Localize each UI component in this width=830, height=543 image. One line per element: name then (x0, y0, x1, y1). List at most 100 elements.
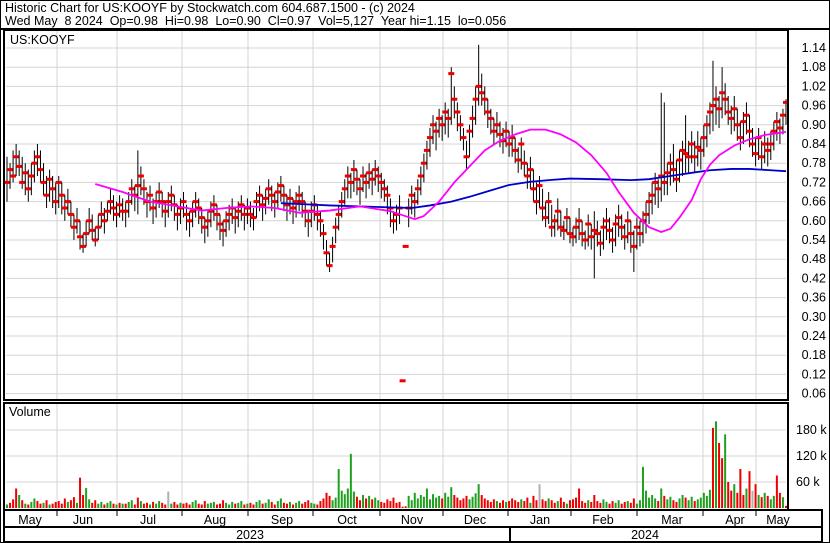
close-tick (646, 200, 653, 204)
close-tick (195, 206, 202, 210)
volume-bar (225, 502, 228, 508)
volume-bar (468, 499, 471, 508)
close-tick (353, 177, 360, 181)
close-tick (207, 209, 214, 213)
close-tick (223, 219, 230, 223)
volume-bar (508, 501, 511, 508)
volume-bar (748, 471, 751, 508)
close-tick (104, 209, 111, 213)
close-tick (128, 187, 135, 191)
volume-bar (9, 502, 12, 508)
close-tick (457, 123, 464, 127)
close-tick (317, 219, 324, 223)
volume-bar (261, 503, 264, 508)
x-axis-month-label: May (766, 513, 790, 527)
close-tick (722, 97, 729, 101)
volume-bar (380, 501, 383, 508)
volume-bar (553, 502, 556, 508)
volume-bar (258, 500, 261, 508)
volume-bar (708, 489, 711, 508)
volume-bar (295, 502, 298, 508)
close-tick (518, 142, 525, 146)
close-tick (40, 180, 47, 184)
close-tick (731, 107, 738, 111)
volume-bar (754, 484, 757, 508)
volume-bar (763, 492, 766, 508)
close-tick (183, 212, 190, 216)
close-tick (469, 116, 476, 120)
close-tick (10, 174, 17, 178)
volume-bar (757, 495, 760, 508)
close-tick (475, 84, 482, 88)
volume-bar (45, 500, 48, 508)
volume-bar (541, 499, 544, 508)
volume-bar (645, 490, 648, 508)
close-tick (576, 219, 583, 223)
close-tick (381, 187, 388, 191)
close-tick (73, 219, 80, 223)
volume-bar (663, 495, 666, 508)
close-tick (290, 206, 297, 210)
volume-bar (432, 494, 435, 508)
volume-bar (15, 488, 18, 508)
volume-bar (638, 500, 641, 508)
close-tick (725, 110, 732, 114)
volume-bar (6, 504, 8, 508)
volume-bar (535, 500, 538, 508)
close-tick (630, 244, 637, 248)
volume-bar (593, 495, 596, 508)
close-tick (335, 212, 342, 216)
volume-bar (398, 501, 401, 508)
close-tick (226, 212, 233, 216)
volume-bar (212, 501, 215, 508)
volume-bar (24, 503, 27, 508)
volume-bar (657, 501, 660, 508)
volume-bar (477, 484, 480, 508)
volume-bar (12, 499, 15, 508)
volume-bar (243, 504, 246, 508)
volume-bar (766, 495, 769, 508)
volume-bar (355, 496, 358, 508)
volume-bar (142, 503, 145, 508)
volume-bar (331, 500, 334, 508)
volume-bar (444, 492, 447, 508)
volume-bar (319, 501, 322, 508)
chart-title-line: Historic Chart for US:KOOYF by Stockwatc… (5, 1, 415, 15)
close-tick (280, 193, 287, 197)
volume-bar (362, 495, 365, 508)
volume-bar (94, 500, 97, 508)
close-tick (624, 219, 631, 223)
close-tick (713, 97, 720, 101)
close-tick (220, 228, 227, 232)
volume-bar (30, 501, 33, 508)
volume-bar (511, 498, 514, 508)
volume-bar (413, 492, 416, 508)
close-tick (728, 116, 735, 120)
volume-bar (182, 503, 185, 508)
volume-bar (194, 500, 197, 508)
close-tick (46, 177, 53, 181)
volume-bar (605, 501, 608, 508)
close-tick (442, 110, 449, 114)
volume-bar (88, 499, 91, 508)
close-tick (344, 174, 351, 178)
price-axis-tick-label: 0.48 (802, 252, 826, 266)
close-tick (594, 232, 601, 236)
close-tick (655, 187, 662, 191)
close-tick (512, 148, 519, 152)
volume-bar (313, 503, 316, 508)
volume-bar (273, 504, 276, 508)
volume-bar (733, 484, 736, 508)
volume-bar (304, 501, 307, 508)
volume-bar (170, 503, 173, 508)
volume-bar (529, 502, 532, 508)
close-tick (539, 206, 546, 210)
close-tick (360, 174, 367, 178)
close-tick (83, 232, 90, 236)
x-axis-month-label: Apr (725, 513, 744, 527)
close-tick (515, 158, 522, 162)
close-tick (70, 225, 77, 229)
volume-bar (775, 475, 778, 508)
volume-bar (562, 501, 565, 508)
close-tick (627, 232, 634, 236)
